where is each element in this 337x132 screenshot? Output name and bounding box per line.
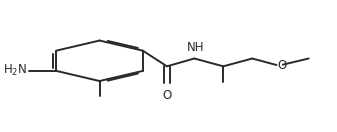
- Text: O: O: [277, 58, 286, 72]
- Text: H$_2$N: H$_2$N: [3, 63, 27, 78]
- Text: NH: NH: [187, 41, 205, 54]
- Text: O: O: [162, 89, 172, 102]
